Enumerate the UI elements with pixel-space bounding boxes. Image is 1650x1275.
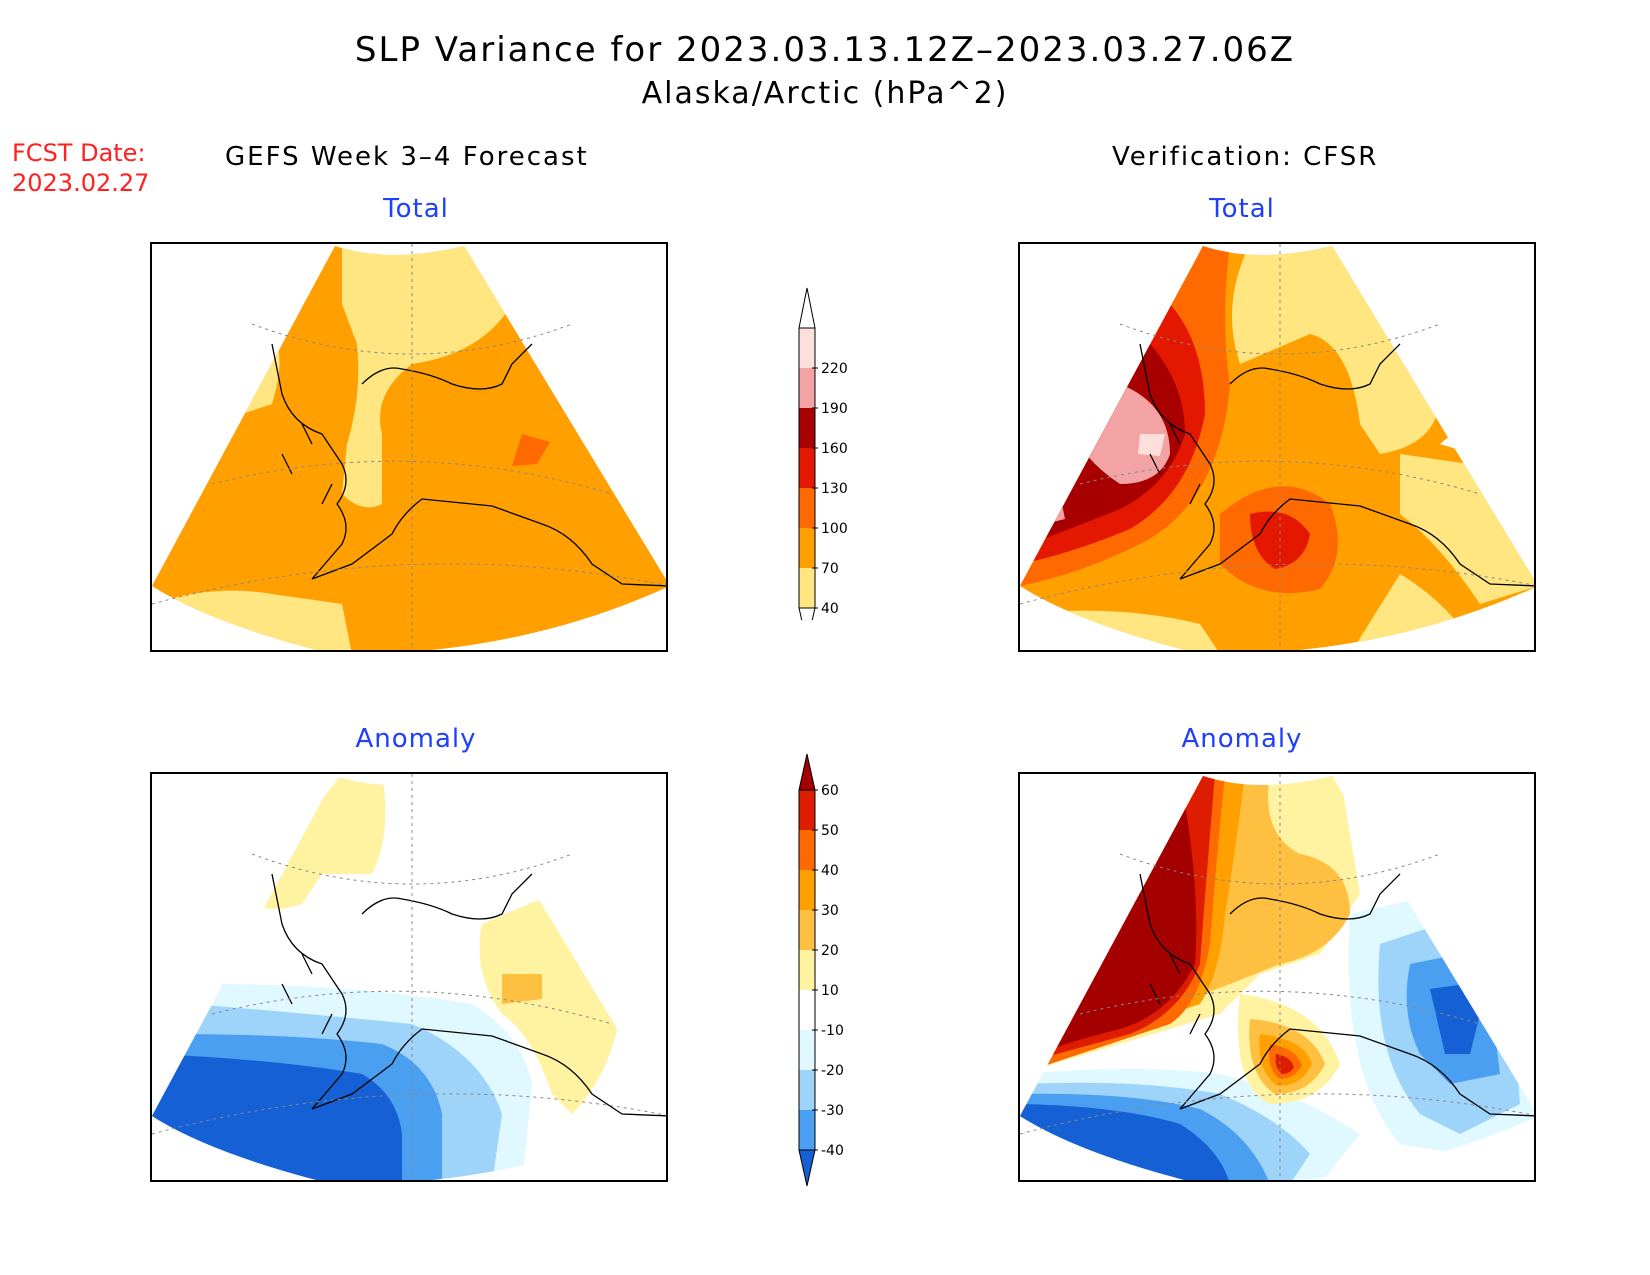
total-colorbar-swatch xyxy=(799,328,815,368)
anomaly-colorbar-swatch xyxy=(799,990,815,1030)
left-column-title: GEFS Week 3–4 Forecast xyxy=(225,142,589,172)
anomaly-colorbar-tick-label: 50 xyxy=(821,823,839,839)
anomaly-colorbar-swatch xyxy=(799,950,815,990)
total-colorbar-tick-label: 100 xyxy=(821,521,848,537)
forecast-date-label: FCST Date: xyxy=(12,139,146,167)
total-colorbar-tick-label: 130 xyxy=(821,481,848,497)
total-colorbar-top-arrow xyxy=(798,287,816,329)
anomaly-colorbar-tick-label: 30 xyxy=(821,903,839,919)
figure-title: SLP Variance for 2023.03.13.12Z–2023.03.… xyxy=(354,30,1296,70)
map-gefs-anomaly xyxy=(150,772,668,1182)
anomaly-colorbar-swatch xyxy=(799,1110,815,1150)
panel-label-bottom-left: Anomaly xyxy=(355,724,477,754)
map-cfsr-anomaly xyxy=(1018,772,1536,1182)
total-colorbar-tick-label: 190 xyxy=(821,401,848,417)
total-colorbar-tick-label: 160 xyxy=(821,441,848,457)
panel-label-top-left: Total xyxy=(383,194,449,224)
anomaly-colorbar-bottom-arrow xyxy=(798,1149,816,1187)
anomaly-colorbar: 60 50 40 30 20 10 -10 -20 -30 -40 xyxy=(798,753,844,1187)
total-colorbar-tick-label: 40 xyxy=(821,601,839,617)
total-colorbar-swatch xyxy=(799,568,815,608)
total-colorbar-tick-label: 220 xyxy=(821,361,848,377)
right-column-title: Verification: CFSR xyxy=(1112,142,1379,172)
anomaly-colorbar-tick-label: -20 xyxy=(821,1063,844,1079)
anomaly-colorbar-tick-label: 40 xyxy=(821,863,839,879)
total-colorbar-swatch xyxy=(799,488,815,528)
forecast-date-block: FCST Date: 2023.02.27 xyxy=(12,138,149,198)
total-colorbar-bottom-arrow xyxy=(798,607,816,620)
total-colorbar-swatch xyxy=(799,528,815,568)
total-colorbar-swatch xyxy=(799,448,815,488)
anomaly-colorbar-tick-label: 20 xyxy=(821,943,839,959)
total-colorbar-tick-label: 70 xyxy=(821,561,839,577)
anomaly-colorbar-swatch xyxy=(799,910,815,950)
figure-subtitle: Alaska/Arctic (hPa^2) xyxy=(641,76,1009,111)
panel-label-top-right: Total xyxy=(1209,194,1275,224)
anomaly-colorbar-tick-label: -30 xyxy=(821,1103,844,1119)
anomaly-colorbar-top-arrow xyxy=(798,753,816,791)
anomaly-colorbar-swatch xyxy=(799,790,815,830)
anomaly-colorbar-tick-label: 60 xyxy=(821,783,839,799)
anomaly-colorbar-swatch xyxy=(799,830,815,870)
panel-label-bottom-right: Anomaly xyxy=(1181,724,1303,754)
forecast-date-value: 2023.02.27 xyxy=(12,169,150,197)
anomaly-colorbar-tick-label: -10 xyxy=(821,1023,844,1039)
anomaly-colorbar-swatch xyxy=(799,1030,815,1070)
total-colorbar-swatch xyxy=(799,368,815,408)
map-cfsr-total xyxy=(1018,242,1536,652)
anomaly-colorbar-tick-label: -40 xyxy=(821,1143,844,1159)
total-colorbar: 220 190 160 130 100 70 40 xyxy=(798,287,848,620)
map-gefs-total xyxy=(150,242,668,652)
anomaly-colorbar-swatch xyxy=(799,1070,815,1110)
anomaly-colorbar-tick-label: 10 xyxy=(821,983,839,999)
total-colorbar-swatch xyxy=(799,408,815,448)
anomaly-colorbar-swatch xyxy=(799,870,815,910)
